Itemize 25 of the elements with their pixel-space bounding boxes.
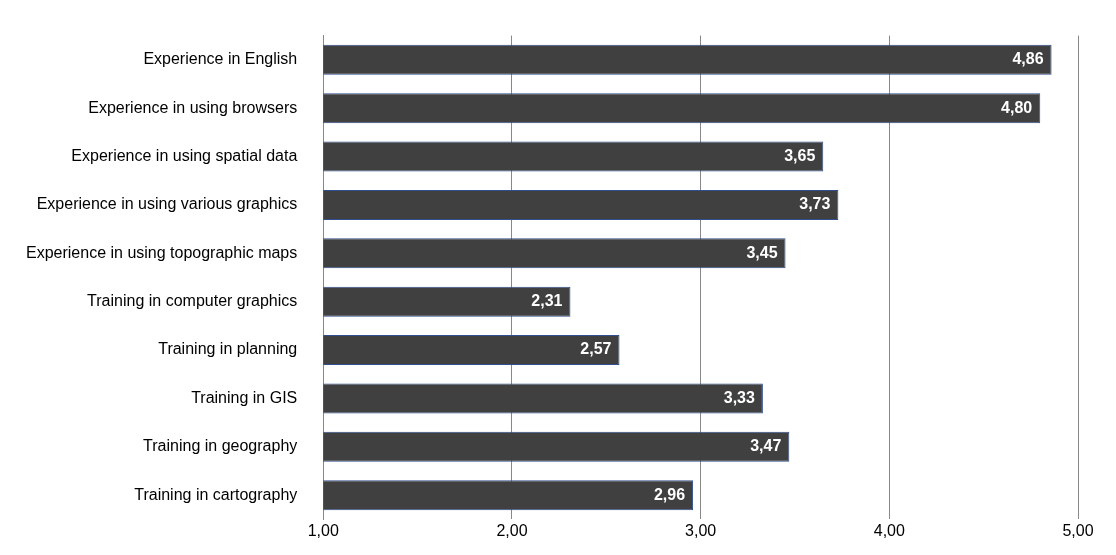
y-tick-label: Experience in using topographic maps — [25, 243, 298, 261]
y-tick-label: Training in computer graphics — [87, 292, 298, 310]
data-label: 3,47 — [750, 437, 782, 455]
data-label: 3,33 — [723, 388, 755, 406]
data-label: 3,65 — [784, 146, 816, 164]
y-tick-label: Training in GIS — [191, 388, 298, 406]
data-label: 2,31 — [531, 292, 563, 310]
y-tick-label: Experience in using various graphics — [36, 195, 298, 213]
y-tick-label: Experience in using browsers — [88, 98, 298, 116]
x-tick-label: 4,00 — [873, 522, 905, 540]
data-label: 2,57 — [580, 340, 612, 358]
y-tick-label: Training in cartography — [134, 485, 298, 503]
data-label: 3,45 — [746, 243, 778, 261]
y-tick-label: Experience in English — [143, 50, 298, 68]
data-label: 4,80 — [1001, 98, 1033, 116]
data-label: 2,96 — [653, 485, 686, 503]
x-tick-label: 2,00 — [496, 522, 528, 540]
data-label: 3,73 — [799, 195, 831, 213]
x-tick-label: 3,00 — [685, 522, 717, 540]
x-tick-label: 1,00 — [307, 522, 339, 540]
data-label: 4,86 — [1012, 50, 1044, 68]
y-tick-label: Training in planning — [158, 340, 298, 358]
x-tick-label: 5,00 — [1062, 522, 1094, 540]
y-tick-label: Experience in using spatial data — [71, 146, 298, 164]
y-tick-label: Training in geography — [143, 437, 298, 455]
